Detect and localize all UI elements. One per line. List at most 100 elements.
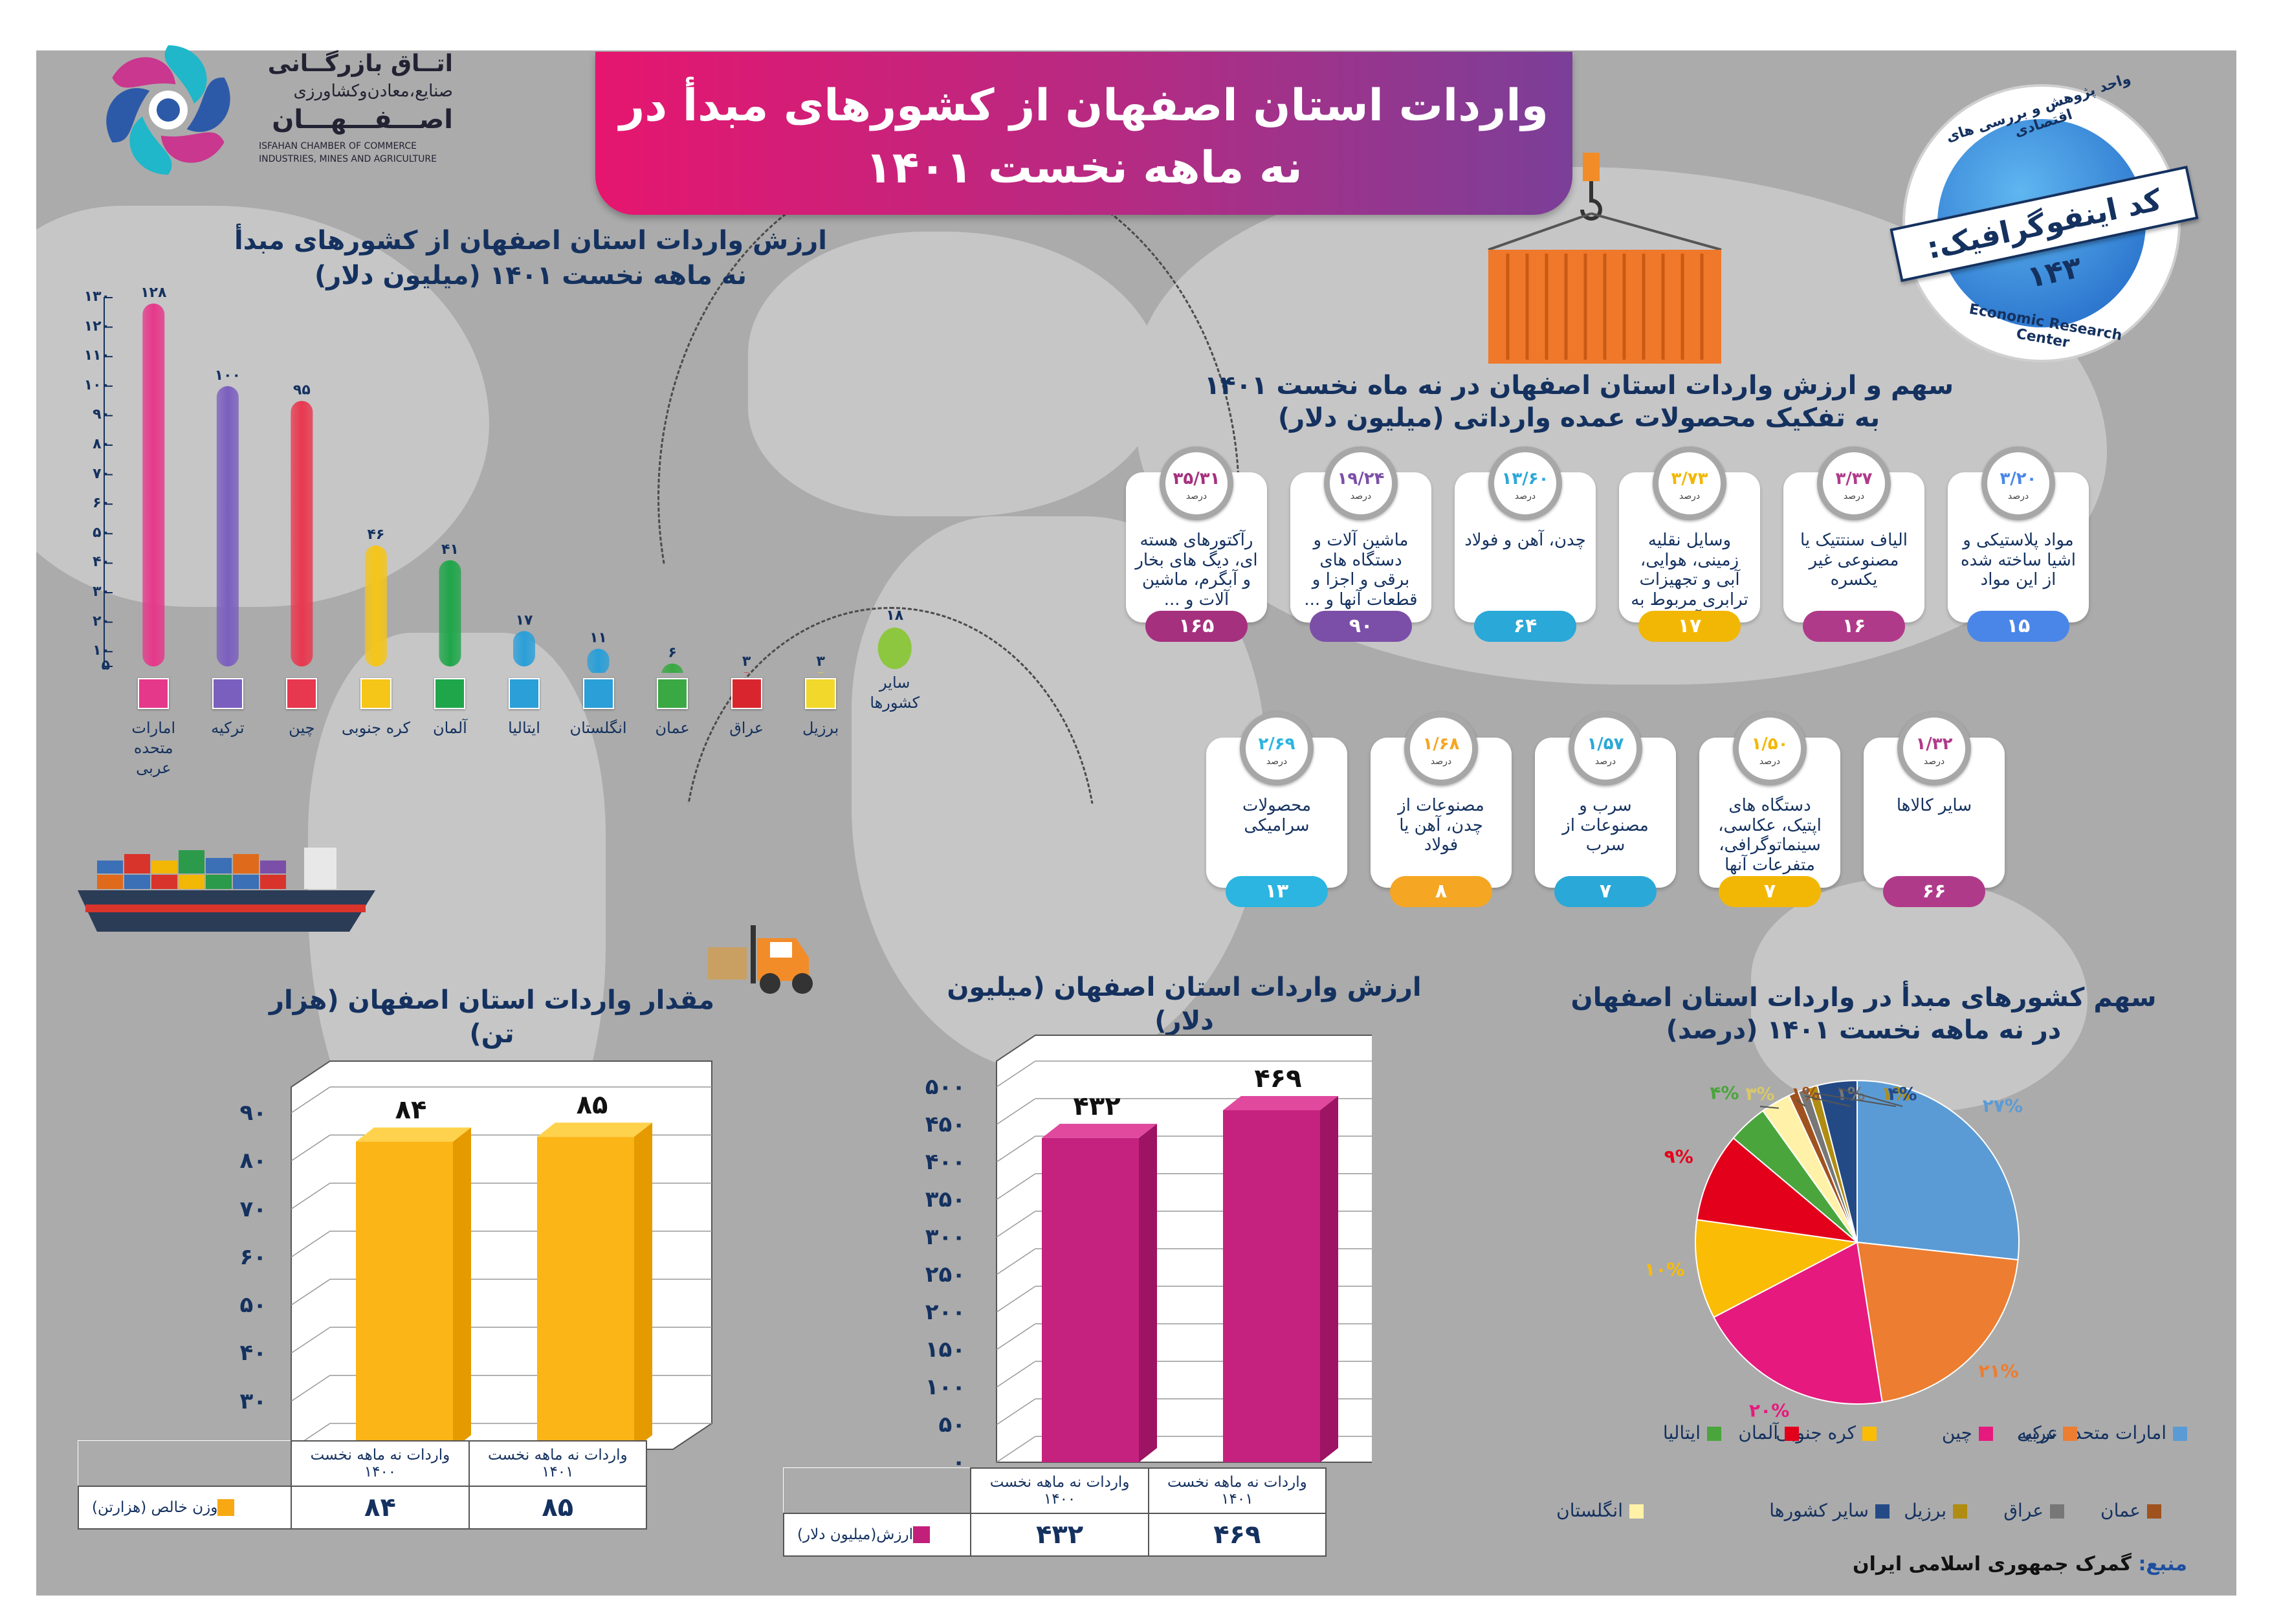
category-label: عمان: [655, 719, 690, 737]
y-tick: ۴۰: [93, 554, 110, 571]
bar: [1042, 1123, 1157, 1462]
percent-ring: ۳۵/۳۱ درصد: [1160, 446, 1233, 520]
percent-ring: ۳/۳۷ درصد: [1817, 446, 1891, 520]
chamber-emblem-icon: [106, 45, 230, 175]
product-value-pill: ۷: [1719, 876, 1821, 907]
country-flag-icon: [286, 678, 318, 709]
bar: [513, 631, 535, 666]
bar-value-label: ۸۵: [577, 1090, 608, 1120]
logo-en-line1: ISFAHAN CHAMBER OF COMMERCE: [259, 141, 417, 151]
country-flag-icon: [434, 678, 466, 709]
product-percent: ۱۹/۲۴: [1337, 469, 1385, 488]
product-card: ۱/۵۷ درصد سرب و مصنوعات از سرب ۷: [1535, 712, 1676, 912]
y-tick: ۱۳۰: [83, 289, 110, 305]
percent-unit: درصد: [1514, 491, 1536, 501]
product-value-pill: ۱۶: [1803, 611, 1905, 642]
y-tick: ۷۰: [239, 1196, 267, 1222]
legend-swatch: [1953, 1504, 1967, 1519]
pie-slice: [1856, 1241, 2019, 1403]
bar-value-label: ۸۴: [395, 1095, 427, 1125]
product-value-pill: ۱۵: [1967, 611, 2069, 642]
tonnage-col1: واردات نه ماهه نخست ۱۴۰۰: [291, 1440, 470, 1487]
logo-fa-line3: اصـــفـــهـــان: [272, 105, 453, 135]
pie-slice: [1713, 1241, 1883, 1405]
legend-label: عراق: [2003, 1500, 2044, 1521]
countries-bars: ۱۲۸ ۱۰۰ ۹۵ ۴۶ ۴۱ ۱۷ ۱۱ ۶ ۳ ۳ ۱۸: [104, 285, 912, 673]
crane-container-icon: [1488, 153, 1722, 364]
bar: [661, 663, 683, 673]
percent-ring: ۱/۳۲ درصد: [1897, 712, 1971, 785]
countries-y-axis: ۱۳۰ ۱۲۰ ۱۱۰ ۱۰۰ ۹۰ ۸۰ ۷۰ ۶۰ ۵۰ ۴۰ ۳۰ ۲۰ ۱۰ ۵: [65, 285, 110, 674]
y-tick: ۵۰: [239, 1292, 267, 1319]
map-australia: [1751, 879, 2088, 1112]
bar: [1223, 1095, 1338, 1462]
product-percent: ۳/۲۰: [2000, 469, 2037, 488]
y-tick: ۵: [101, 657, 110, 674]
country-flag-icon: [582, 678, 614, 709]
legend-swatch: [2173, 1427, 2187, 1441]
legend-item: عراق: [2003, 1500, 2064, 1521]
legend-swatch: [1862, 1427, 1877, 1441]
percent-ring: ۲/۶۹ درصد: [1240, 712, 1314, 785]
product-value-pill: ۱۳: [1226, 876, 1328, 907]
category-label: عراق: [729, 719, 764, 737]
logo-en-line2: INDUSTRIES, MINES AND AGRICULTURE: [259, 154, 437, 164]
bar: [216, 386, 239, 666]
percent-ring: ۱۹/۲۴ درصد: [1324, 446, 1398, 520]
legend-label: امارات متحده عربی: [2017, 1422, 2166, 1443]
pie-label: ۴%: [1888, 1083, 1917, 1104]
bar: [537, 1123, 652, 1449]
product-percent: ۱/۵۰: [1751, 734, 1789, 754]
product-card: ۱۳/۶۰ درصد چدن، آهن و فولاد ۶۴: [1455, 446, 1596, 647]
bar: [587, 648, 610, 673]
tonnage-row-label: وزن خالص (هزارتن): [92, 1498, 218, 1516]
product-card: ۱/۶۸ درصد مصنوعات از چدن، آهن یا فولاد ۸: [1371, 712, 1512, 912]
y-tick: ۲۰۰: [925, 1299, 965, 1325]
pie-chart: ۲۷%۲۱%۲۰%۱۰%۹%۴% ۳% ۱% ۱% ۱%۴%: [1644, 1079, 2023, 1421]
countries-title-1: ارزش واردات استان اصفهان از کشورهای مبدأ: [234, 226, 827, 256]
tonnage-chart: ۸۴ ۸۵: [291, 1060, 712, 1450]
country-flag-icon: [657, 678, 689, 709]
product-name: محصولات سرامیکی: [1242, 796, 1311, 835]
value-title: ارزش واردات استان اصفهان (میلیون دلار): [947, 972, 1422, 1036]
percent-unit: درصد: [1266, 756, 1288, 767]
bar-value-label: ۴۱: [441, 542, 459, 558]
product-percent: ۳/۷۳: [1671, 469, 1708, 488]
product-value-pill: ۱۶۵: [1145, 611, 1248, 642]
pie-slice: [1695, 1218, 1860, 1319]
value-val1: ۴۳۲: [970, 1513, 1149, 1557]
bar: [364, 545, 387, 666]
product-percent: ۱/۵۷: [1587, 734, 1624, 754]
legend-item: چین: [1942, 1422, 1993, 1443]
y-tick: ۲۰: [93, 613, 110, 630]
y-tick: ۱۰۰: [925, 1374, 965, 1400]
y-tick: ۲۵۰: [925, 1262, 965, 1288]
value-y-axis: ۵۰۰ ۴۵۰ ۴۰۰ ۳۵۰ ۳۰۰ ۲۵۰ ۲۰۰ ۱۵۰ ۱۰۰ ۵۰ ۰: [899, 1061, 971, 1475]
legend-label: عمان: [2100, 1500, 2141, 1521]
category-label: آلمان: [433, 719, 467, 737]
bar-value-label: ۱۸: [886, 608, 903, 624]
countries-title-2: نه ماهه نخست ۱۴۰۱ (میلیون دلار): [314, 261, 747, 291]
cargo-ship-icon: [78, 848, 375, 932]
products-title-1: سهم و ارزش واردات استان اصفهان در نه ماه…: [1204, 371, 1954, 401]
bar-value-label: ۱۰۰: [215, 368, 241, 384]
pie-label: ۴%: [1710, 1082, 1739, 1103]
product-card: ۱۹/۲۴ درصد ماشین آلات و دستگاه های برقی و …: [1290, 446, 1431, 647]
product-name: رآکتورهای هسته ای، دیگ های بخار و آبگرم،…: [1135, 531, 1258, 610]
product-name: مصنوعات از چدن، آهن یا فولاد: [1398, 796, 1484, 855]
tonnage-val2: ۸۵: [468, 1486, 648, 1530]
product-percent: ۱/۳۲: [1915, 734, 1953, 754]
legend-swatch: [1875, 1504, 1890, 1519]
products-title-2: به تفکیک محصولات عمده وارداتی (میلیون دل…: [1277, 403, 1880, 433]
y-tick: ۹۰: [239, 1100, 267, 1126]
y-tick: ۵۰: [93, 524, 110, 541]
legend-item: امارات متحده عربی: [2017, 1422, 2187, 1443]
y-tick: ۴۵۰: [925, 1112, 965, 1137]
bar-value-label: ۱۲۸: [140, 285, 167, 301]
legend-item: آلمان: [1738, 1422, 1799, 1443]
pie-label: ۲۷%: [1983, 1095, 2023, 1116]
source-line: منبع: گمرک جمهوری اسلامی ایران: [1682, 1553, 2187, 1575]
title-banner: واردات استان اصفهان از کشورهای مبدأ در ن…: [595, 52, 1572, 215]
percent-ring: ۱/۵۷ درصد: [1569, 712, 1642, 785]
